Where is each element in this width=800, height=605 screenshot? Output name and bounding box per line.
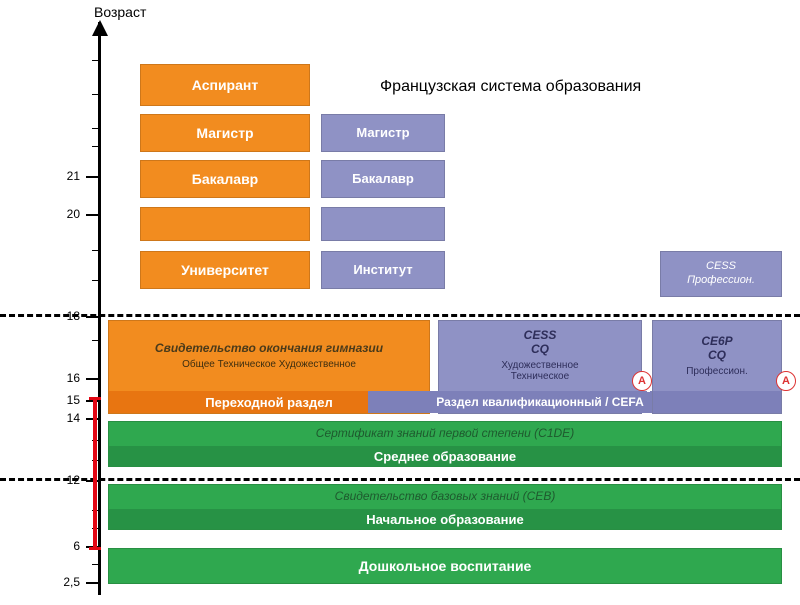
axis-minor-tick xyxy=(92,564,100,565)
block-heading: CESS CQ xyxy=(524,329,557,357)
block-heading: Свидетельство окончания гимназии xyxy=(155,342,383,356)
axis-tick-label: 2,5 xyxy=(63,575,80,589)
axis-tick-label: 14 xyxy=(67,411,80,425)
block-subtext: Общее Техническое Художественное xyxy=(182,359,356,371)
edu-block-institut: Институт xyxy=(321,251,445,289)
block-label: Университет xyxy=(181,262,269,278)
axis-label: Возраст xyxy=(94,4,146,20)
section-divider xyxy=(0,478,800,481)
white-dash xyxy=(140,242,310,245)
axis-minor-tick xyxy=(92,128,100,129)
block-label: Бакалавр xyxy=(352,172,414,187)
block-label: Бакалавр xyxy=(192,171,258,187)
axis-minor-tick xyxy=(92,280,100,281)
edu-block-c1de: Сертификат знаний первой степени (C1DE) С… xyxy=(108,421,782,467)
axis-minor-tick xyxy=(92,60,100,61)
axis-tick xyxy=(86,214,100,216)
edu-block-magistr-p: Магистр xyxy=(321,114,445,152)
marker-circle: A xyxy=(776,371,796,391)
axis-minor-tick xyxy=(92,146,100,147)
edu-block-bakalavr-o: Бакалавр xyxy=(140,160,310,198)
edu-block-ce6p: CE6P CQ Профессион. xyxy=(652,320,782,414)
block-subtext: Профессион. xyxy=(686,366,748,378)
axis-minor-tick xyxy=(92,340,100,341)
block-footer: Среднее образование xyxy=(109,446,781,466)
edu-block-ceb: Свидетельство базовых знаний (CEB) Началь… xyxy=(108,484,782,530)
edu-block-bakalavr-p: Бакалавр xyxy=(321,160,445,198)
block-footer xyxy=(653,391,781,413)
section-divider xyxy=(0,314,800,317)
axis-tick xyxy=(86,176,100,178)
axis-minor-tick xyxy=(92,250,100,251)
axis-tick-label: 21 xyxy=(67,169,80,183)
block-label: CESS Профессион. xyxy=(687,260,755,288)
edu-block-magistr-o: Магистр xyxy=(140,114,310,152)
compulsory-age-bar xyxy=(93,398,97,548)
axis-arrow xyxy=(92,20,108,36)
white-dash xyxy=(321,242,445,245)
block-heading: CE6P CQ xyxy=(701,335,732,363)
edu-block-inst-upper xyxy=(321,207,445,241)
axis-tick-label: 20 xyxy=(67,207,80,221)
chart-title: Французская система образования xyxy=(380,78,641,96)
edu-block-aspirant: Аспирант xyxy=(140,64,310,106)
block-label: Институт xyxy=(353,263,412,278)
axis-tick xyxy=(86,582,100,584)
edu-block-universitet: Университет xyxy=(140,251,310,289)
block-footer: Начальное образование xyxy=(109,509,781,529)
compulsory-age-cap xyxy=(89,547,101,550)
axis-minor-tick xyxy=(92,94,100,95)
marker-circle: A xyxy=(632,371,652,391)
axis-tick-label: 16 xyxy=(67,371,80,385)
edu-block-univ-upper xyxy=(140,207,310,241)
axis-tick-label: 6 xyxy=(73,539,80,553)
axis-tick-label: 15 xyxy=(67,393,80,407)
block-heading: Сертификат знаний первой степени (C1DE) xyxy=(316,427,574,441)
edu-block-cess-prof: CESS Профессион. xyxy=(660,251,782,297)
block-heading: Свидетельство базовых знаний (CEB) xyxy=(335,490,556,504)
block-label: Магистр xyxy=(356,126,409,141)
axis-tick xyxy=(86,378,100,380)
block-label: Аспирант xyxy=(192,77,258,93)
edu-block-cess-cq: CESS CQХудожественное ТехническоеРаздел … xyxy=(438,320,642,414)
compulsory-age-cap xyxy=(89,397,101,400)
block-label: Дошкольное воспитание xyxy=(359,558,532,574)
edu-block-preschool: Дошкольное воспитание xyxy=(108,548,782,584)
block-label: Магистр xyxy=(196,125,253,141)
diagram-stage: Французская система образования Возраст 21… xyxy=(0,0,800,605)
block-subtext: Художественное Техническое xyxy=(501,360,578,383)
